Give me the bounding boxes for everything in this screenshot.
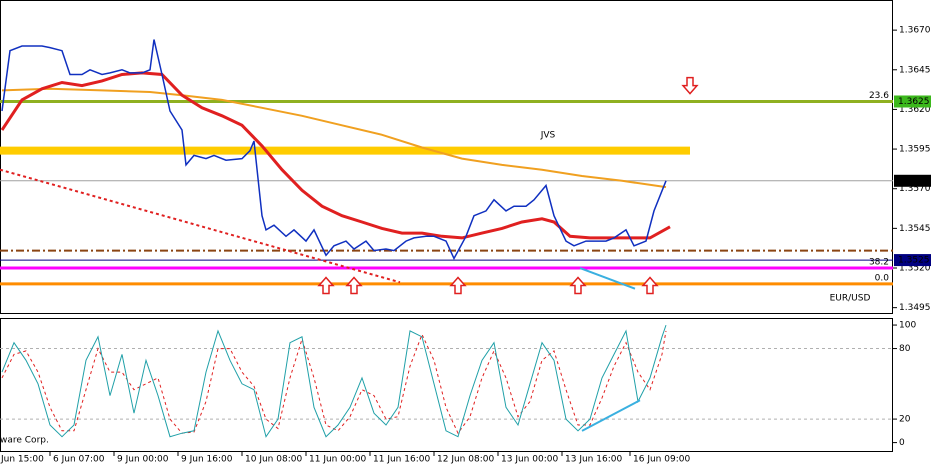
signal-arrow — [641, 276, 659, 295]
signal-arrow — [681, 76, 699, 95]
signal-arrow — [569, 276, 587, 295]
y-tick-label: 1.3570 — [899, 184, 931, 194]
level-label: 23.6 — [869, 91, 889, 101]
x-tick-label: 10 Jun 08:00 — [245, 455, 302, 465]
signal-arrow — [345, 276, 363, 295]
x-tick-label: 13 Jun 00:00 — [501, 455, 558, 465]
y-tick-label: 1.3545 — [899, 224, 931, 234]
price-tag — [894, 95, 931, 108]
series-line — [1, 87, 667, 189]
panel-frame — [0, 0, 893, 314]
x-tick-label: 16 Jun 09:00 — [633, 455, 690, 465]
price-tag — [894, 254, 931, 267]
x-tick-label: 6 Jun 07:00 — [53, 455, 105, 465]
y-tick-label: 20 — [899, 415, 911, 425]
y-tick-label: 1.3595 — [899, 145, 931, 155]
series-line — [1, 330, 667, 435]
x-tick-label: 12 Jun 08:00 — [437, 455, 494, 465]
x-tick-label: 9 Jun 00:00 — [117, 455, 169, 465]
x-tick-label: 9 Jun 16:00 — [181, 455, 233, 465]
y-tick-label: 100 — [899, 321, 916, 331]
price-tag-label: 1.3525 — [898, 256, 930, 266]
y-tick-label: 1.3495 — [899, 303, 931, 313]
y-tick-label: 80 — [899, 344, 911, 354]
series-line — [1, 39, 667, 261]
trendline — [579, 267, 636, 290]
x-tick-label: 11 Jun 00:00 — [309, 455, 366, 465]
signal-arrow — [317, 276, 335, 295]
y-tick-label: 0 — [899, 438, 905, 448]
signal-arrow — [449, 276, 467, 295]
y-tick-label: 1.3620 — [899, 105, 931, 115]
level-label: 38.2 — [869, 258, 889, 268]
price-tag — [894, 174, 931, 187]
x-tick-label: Jun 15:00 — [0, 455, 44, 465]
price-tag-label: 1.3625 — [898, 97, 930, 107]
x-tick-label: 13 Jun 16:00 — [565, 455, 622, 465]
y-tick-label: 1.3645 — [899, 65, 931, 75]
price-tag-label: 1.3575 — [898, 176, 930, 186]
watermark: ware Corp. — [0, 436, 49, 446]
trendline — [581, 399, 641, 432]
panel-frame — [0, 318, 893, 452]
annotation: JVS — [540, 130, 556, 140]
series-line — [1, 324, 667, 438]
level-label: 0.0 — [875, 273, 890, 283]
y-tick-label: 1.3520 — [899, 264, 931, 274]
y-tick-label: 1.3670 — [899, 26, 931, 36]
annotation: EUR/USD — [830, 294, 871, 304]
x-tick-label: 11 Jun 16:00 — [373, 455, 430, 465]
